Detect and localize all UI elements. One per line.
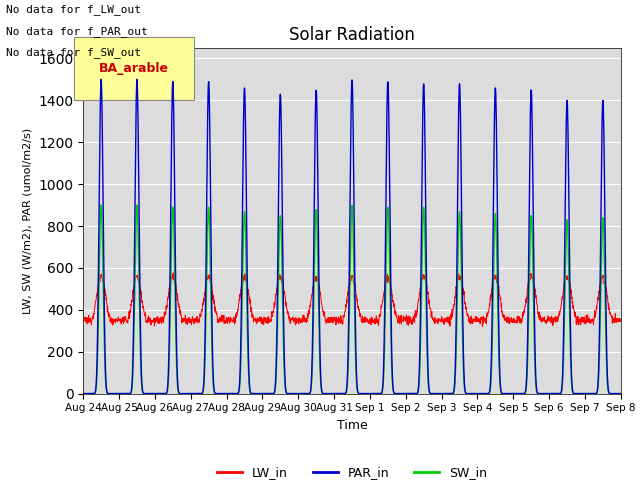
Text: BA_arable: BA_arable [99, 62, 170, 75]
Legend: LW_in, PAR_in, SW_in: LW_in, PAR_in, SW_in [212, 461, 492, 480]
Title: Solar Radiation: Solar Radiation [289, 25, 415, 44]
Text: No data for f_PAR_out: No data for f_PAR_out [6, 25, 148, 36]
X-axis label: Time: Time [337, 419, 367, 432]
Text: No data for f_SW_out: No data for f_SW_out [6, 47, 141, 58]
Text: No data for f_LW_out: No data for f_LW_out [6, 4, 141, 15]
Y-axis label: LW, SW (W/m2), PAR (umol/m2/s): LW, SW (W/m2), PAR (umol/m2/s) [22, 128, 33, 314]
